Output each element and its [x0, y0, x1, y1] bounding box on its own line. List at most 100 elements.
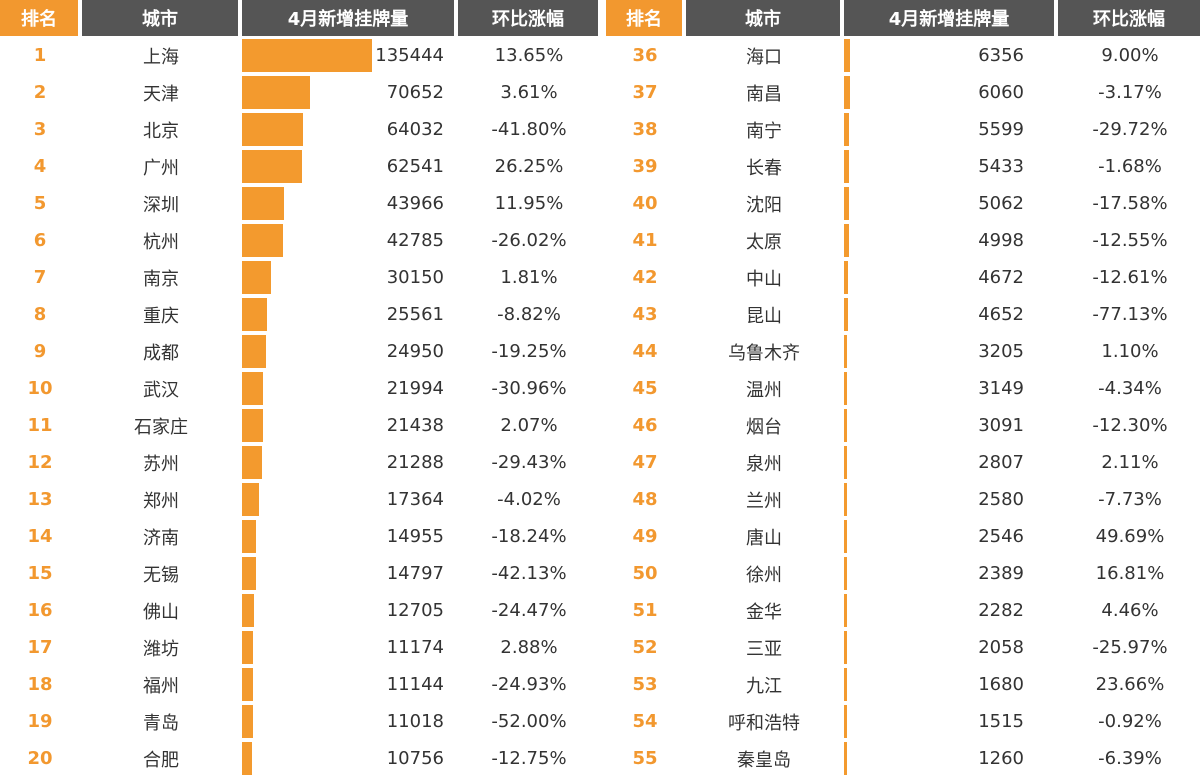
change-cell: -17.58%	[1092, 193, 1168, 214]
rank-cell: 8	[33, 304, 47, 325]
value-bar	[844, 335, 848, 368]
city-cell: 上海	[143, 46, 179, 68]
table-row: 9 成都 24950 -19.25%	[0, 333, 600, 370]
listing-value: 5599	[978, 119, 1024, 140]
change-cell: -30.96%	[491, 378, 567, 399]
listing-value: 64032	[386, 119, 444, 140]
listing-value: 2546	[978, 526, 1024, 547]
change-cell: 23.66%	[1095, 674, 1165, 695]
listing-value: 43966	[386, 193, 444, 214]
table-row: 40 沈阳 5062 -17.58%	[606, 185, 1202, 222]
table-row: 16 佛山 12705 -24.47%	[0, 592, 600, 629]
value-bar	[844, 483, 847, 516]
value-bar	[242, 742, 253, 775]
listing-value: 4672	[978, 267, 1024, 288]
rank-cell: 43	[632, 304, 658, 325]
rank-cell: 46	[632, 415, 658, 436]
table-row: 12 苏州 21288 -29.43%	[0, 444, 600, 481]
table-row: 5 深圳 43966 11.95%	[0, 185, 600, 222]
listing-value: 3091	[978, 415, 1024, 436]
listing-value: 42785	[386, 230, 444, 251]
value-bar	[242, 261, 271, 294]
table-row: 8 重庆 25561 -8.82%	[0, 296, 600, 333]
change-cell: -24.93%	[491, 674, 567, 695]
change-cell: 13.65%	[494, 45, 564, 66]
rank-cell: 45	[632, 378, 658, 399]
value-bar	[844, 372, 848, 405]
listing-value: 30150	[386, 267, 444, 288]
city-cell: 乌鲁木齐	[728, 342, 800, 364]
value-bar	[242, 372, 264, 405]
rank-cell: 44	[632, 341, 658, 362]
listing-value: 2389	[978, 563, 1024, 584]
listing-value: 17364	[386, 489, 444, 510]
value-bar	[844, 409, 847, 442]
city-cell: 中山	[746, 268, 782, 290]
table-row: 20 合肥 10756 -12.75%	[0, 740, 600, 777]
rank-cell: 6	[33, 230, 47, 251]
change-cell: -25.97%	[1092, 637, 1168, 658]
value-bar	[242, 409, 263, 442]
value-bar	[844, 705, 847, 738]
table-row: 48 兰州 2580 -7.73%	[606, 481, 1202, 518]
value-bar	[242, 39, 372, 72]
value-bar	[242, 113, 304, 146]
table-row: 13 郑州 17364 -4.02%	[0, 481, 600, 518]
city-cell: 秦皇岛	[737, 749, 791, 771]
value-bar	[844, 298, 849, 331]
change-cell: -19.25%	[491, 341, 567, 362]
city-cell: 深圳	[143, 194, 179, 216]
change-cell: 49.69%	[1095, 526, 1165, 547]
value-bar	[242, 557, 257, 590]
table-row: 55 秦皇岛 1260 -6.39%	[606, 740, 1202, 777]
value-bar	[242, 150, 303, 183]
change-cell: -52.00%	[491, 711, 567, 732]
value-bar	[242, 335, 266, 368]
rank-cell: 49	[632, 526, 658, 547]
rank-cell: 15	[27, 563, 53, 584]
listing-value: 6356	[978, 45, 1024, 66]
change-cell: 11.95%	[494, 193, 564, 214]
table-row: 51 金华 2282 4.46%	[606, 592, 1202, 629]
value-bar	[242, 631, 253, 664]
header-listings: 4月新增挂牌量	[242, 0, 456, 36]
listing-value: 1515	[978, 711, 1024, 732]
table-row: 41 太原 4998 -12.55%	[606, 222, 1202, 259]
change-cell: -6.39%	[1098, 748, 1162, 769]
value-bar	[242, 705, 253, 738]
city-cell: 杭州	[143, 231, 179, 253]
change-cell: -29.72%	[1092, 119, 1168, 140]
rank-cell: 5	[33, 193, 47, 214]
rank-cell: 12	[27, 452, 53, 473]
change-cell: -12.30%	[1092, 415, 1168, 436]
change-cell: -26.02%	[491, 230, 567, 251]
change-cell: 2.11%	[1101, 452, 1159, 473]
rank-cell: 18	[27, 674, 53, 695]
listing-value: 62541	[386, 156, 444, 177]
change-cell: 1.81%	[500, 267, 558, 288]
rank-cell: 19	[27, 711, 53, 732]
value-bar	[844, 594, 847, 627]
table-row: 2 天津 70652 3.61%	[0, 74, 600, 111]
table-row: 50 徐州 2389 16.81%	[606, 555, 1202, 592]
header-change: 环比涨幅	[458, 0, 600, 36]
rank-cell: 55	[632, 748, 658, 769]
city-cell: 合肥	[143, 749, 179, 771]
value-bar	[242, 224, 284, 257]
city-cell: 重庆	[143, 305, 179, 327]
value-bar	[844, 520, 847, 553]
city-cell: 南京	[143, 268, 179, 290]
city-cell: 郑州	[143, 490, 179, 512]
city-cell: 佛山	[143, 601, 179, 623]
value-bar	[844, 557, 847, 590]
rank-cell: 51	[632, 600, 658, 621]
table-row: 49 唐山 2546 49.69%	[606, 518, 1202, 555]
rank-cell: 10	[27, 378, 53, 399]
header-rank: 排名	[0, 0, 80, 36]
table-row: 47 泉州 2807 2.11%	[606, 444, 1202, 481]
change-cell: 3.61%	[500, 82, 558, 103]
table-row: 3 北京 64032 -41.80%	[0, 111, 600, 148]
value-bar	[242, 298, 267, 331]
city-cell: 三亚	[746, 638, 782, 660]
listing-value: 6060	[978, 82, 1024, 103]
